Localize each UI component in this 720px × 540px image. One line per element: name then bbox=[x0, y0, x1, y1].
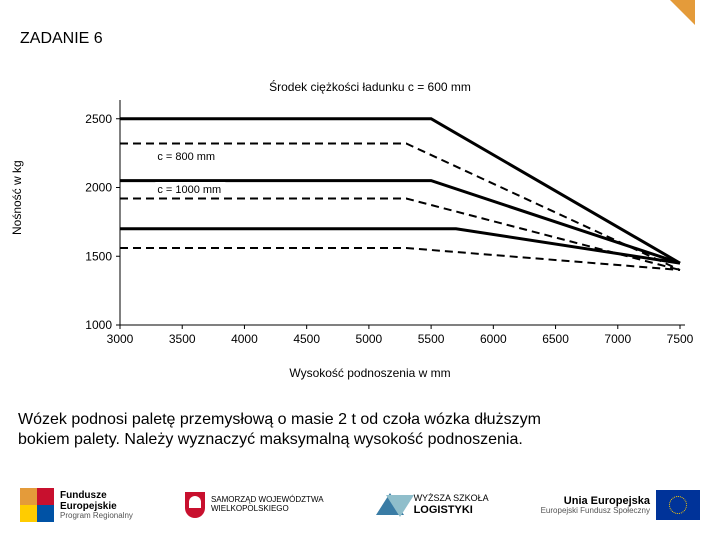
body-text-line2: bokiem palety. Należy wyznaczyć maksymal… bbox=[18, 430, 702, 451]
x-axis-label: Wysokość podnoszenia w mm bbox=[289, 366, 450, 380]
page-title: ZADANIE 6 bbox=[20, 30, 103, 48]
x-tick: 4500 bbox=[293, 332, 320, 346]
x-tick: 6500 bbox=[542, 332, 569, 346]
wsl-icon bbox=[376, 493, 408, 517]
chart-title: Środek ciężkości ładunku c = 600 mm bbox=[269, 80, 471, 94]
ue-text: Unia Europejska Europejski Fundusz Społe… bbox=[541, 495, 650, 516]
x-tick: 3000 bbox=[107, 332, 134, 346]
body-text-line1: Wózek podnosi paletę przemysłową o masie… bbox=[18, 410, 702, 431]
y-tick: 2000 bbox=[85, 181, 112, 195]
inline-label: c = 1000 mm bbox=[157, 184, 221, 196]
x-tick: 5000 bbox=[356, 332, 383, 346]
y-axis-label: Nośność w kg bbox=[10, 160, 24, 235]
logo-wsl: WYŻSZA SZKOŁA LOGISTYKI bbox=[376, 493, 489, 517]
x-tick: 4000 bbox=[231, 332, 258, 346]
y-tick: 1000 bbox=[85, 318, 112, 332]
x-tick: 5500 bbox=[418, 332, 445, 346]
logo-fundusze: Fundusze Europejskie Program Regionalny bbox=[20, 488, 133, 522]
crest-icon bbox=[185, 492, 205, 518]
fundusze-icon bbox=[20, 488, 54, 522]
y-tick: 2500 bbox=[85, 112, 112, 126]
logo-samorzad: SAMORZĄD WOJEWÓDZTWA WIELKOPOLSKIEGO bbox=[185, 492, 324, 518]
inline-label: c = 800 mm bbox=[157, 151, 215, 163]
x-tick: 3500 bbox=[169, 332, 196, 346]
logo-row: Fundusze Europejskie Program Regionalny … bbox=[20, 480, 700, 530]
fundusze-text: Fundusze Europejskie Program Regionalny bbox=[60, 490, 133, 521]
x-tick: 7000 bbox=[604, 332, 631, 346]
chart: Środek ciężkości ładunku c = 600 mm Nośn… bbox=[40, 95, 700, 375]
x-tick: 7500 bbox=[667, 332, 694, 346]
samorzad-text: SAMORZĄD WOJEWÓDZTWA WIELKOPOLSKIEGO bbox=[211, 496, 324, 514]
corner-accent bbox=[670, 0, 695, 25]
wsl-text: WYŻSZA SZKOŁA LOGISTYKI bbox=[414, 494, 489, 516]
eu-flag-icon bbox=[656, 490, 700, 520]
logo-ue: Unia Europejska Europejski Fundusz Społe… bbox=[541, 490, 700, 520]
y-tick: 1500 bbox=[85, 249, 112, 263]
x-tick: 6000 bbox=[480, 332, 507, 346]
chart-svg: 1000 1500 2000 2500 3000 3500 4000 4500 5000 5500… bbox=[40, 95, 700, 355]
